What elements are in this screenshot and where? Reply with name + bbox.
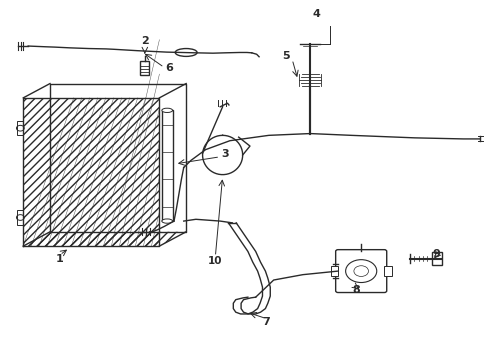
Text: 6: 6	[165, 63, 173, 73]
Text: 8: 8	[352, 284, 360, 294]
Bar	[23, 98, 159, 246]
Ellipse shape	[175, 49, 197, 57]
Text: 3: 3	[221, 149, 228, 159]
Text: 4: 4	[312, 9, 320, 19]
Bar	[140, 61, 149, 75]
Ellipse shape	[162, 108, 172, 112]
Text: 2: 2	[141, 36, 148, 46]
FancyBboxPatch shape	[335, 249, 386, 293]
Text: 9: 9	[432, 249, 440, 259]
Bar	[431, 252, 442, 265]
Text: 10: 10	[208, 256, 222, 266]
Bar	[18, 121, 23, 135]
Text: 1: 1	[56, 254, 63, 264]
Text: 5: 5	[282, 51, 289, 61]
Bar	[18, 210, 23, 225]
Bar	[162, 111, 172, 221]
Text: 7: 7	[262, 317, 270, 327]
Bar	[384, 266, 391, 276]
Bar	[330, 266, 337, 276]
Ellipse shape	[162, 219, 172, 223]
